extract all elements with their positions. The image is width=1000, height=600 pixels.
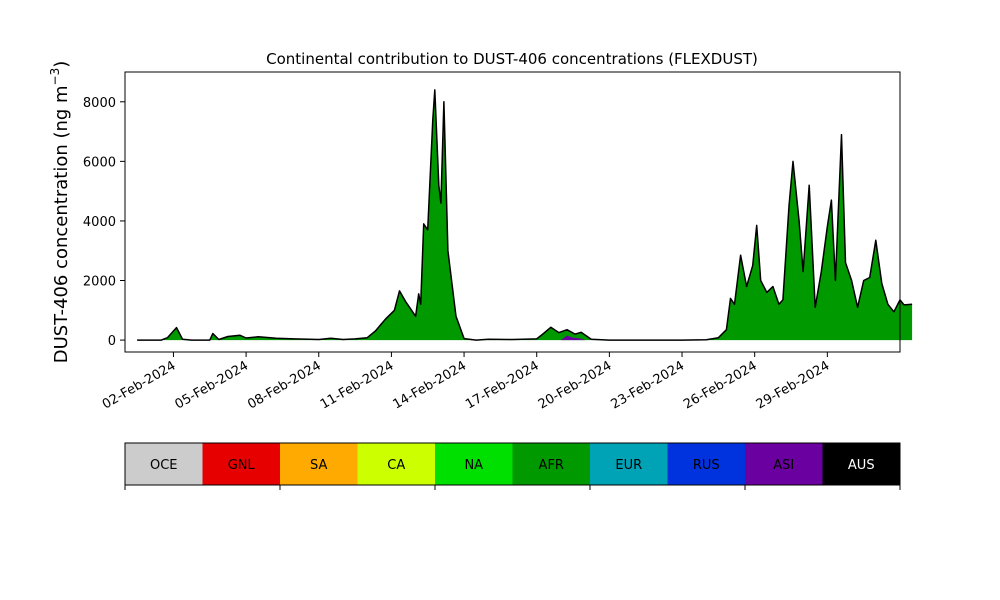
legend: OCE GNL SA CA NA AFR EUR RUS ASI AUS [124,442,901,490]
x-tick-label: 14-Feb-2024 [391,358,470,412]
y-axis-label-exponent: −3 [48,68,62,86]
x-tick-label: 20-Feb-2024 [536,358,615,412]
y-tick-label: 4000 [83,215,116,230]
legend-label-oce: OCE [150,458,178,473]
legend-swatch-aus [822,443,901,485]
legend-swatch-gnl [202,443,281,485]
x-tick-label: 23-Feb-2024 [608,358,687,412]
x-tick-label: 05-Feb-2024 [173,358,252,412]
legend-label-eur: EUR [615,458,642,473]
legend-label-asi: ASI [773,458,794,473]
y-axis: 0 2000 4000 6000 8000 [83,96,125,349]
x-tick-label: 08-Feb-2024 [245,358,324,412]
legend-swatch-ca [357,443,436,485]
chart-title: Continental contribution to DUST-406 con… [266,50,758,68]
legend-swatch-na [435,443,513,485]
y-tick-label: 6000 [83,155,116,170]
total-outline-line [137,89,913,341]
legend-swatch-afr [512,443,591,485]
legend-swatch-asi [745,443,823,485]
legend-swatch-sa [280,443,358,485]
y-axis-label: DUST-406 concentration (ng m−3) [48,61,72,364]
legend-swatch-rus [667,443,746,485]
legend-label-gnl: GNL [228,458,256,473]
y-axis-label-main: DUST-406 concentration (ng m [51,85,72,363]
y-tick-label: 8000 [83,96,116,111]
x-tick-label: 29-Feb-2024 [754,358,833,412]
x-tick-label: 17-Feb-2024 [463,358,542,412]
x-axis: 02-Feb-202405-Feb-202408-Feb-202411-Feb-… [100,352,832,412]
legend-label-rus: RUS [693,458,720,473]
axes-frame [124,71,901,353]
plot-area [137,89,913,341]
y-tick-label: 2000 [83,275,116,290]
series-area-asi [560,335,586,341]
x-tick-label: 26-Feb-2024 [681,358,760,412]
legend-frame [124,442,901,486]
legend-swatch-eur [590,443,668,485]
legend-label-ca: CA [387,458,405,473]
legend-label-aus: AUS [848,458,875,473]
series-area-afr [137,89,913,341]
legend-label-afr: AFR [539,458,564,473]
y-axis-label-close: ) [51,61,72,68]
x-tick-label: 02-Feb-2024 [100,358,179,412]
legend-label-na: NA [464,458,483,473]
x-tick-label: 11-Feb-2024 [318,358,397,412]
y-tick-label: 0 [108,334,116,349]
legend-label-sa: SA [310,458,327,473]
legend-swatch-oce [125,443,203,485]
